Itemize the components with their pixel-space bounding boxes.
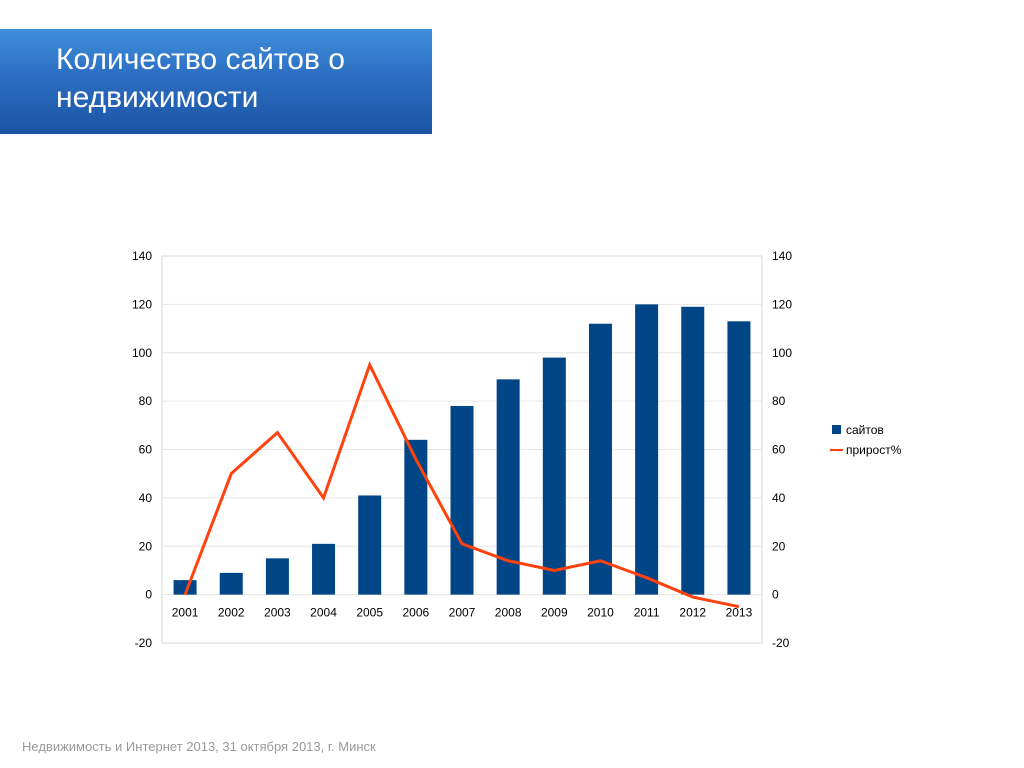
y2-tick-label: 120 [772, 297, 792, 311]
bar-series [173, 304, 751, 595]
bar [727, 321, 751, 595]
x-tick-label: 2008 [495, 606, 522, 620]
bar [588, 323, 612, 595]
legend: сайтов прирост% [830, 423, 902, 457]
legend-label-line: прирост% [846, 443, 902, 457]
x-tick-label: 2001 [172, 606, 199, 620]
x-tick-label: 2004 [310, 606, 337, 620]
title-banner: Количество сайтов о недвижимости [0, 29, 432, 134]
plot-area-frame [161, 255, 763, 644]
bar [450, 405, 474, 595]
x-tick-label: 2005 [356, 606, 383, 620]
y2-tick-label: 80 [772, 394, 786, 408]
y2-tick-label: 0 [772, 588, 779, 602]
x-tick-label: 2013 [726, 606, 753, 620]
y2-tick-label: 140 [772, 249, 792, 263]
y-tick-label: 120 [132, 297, 152, 311]
bar [542, 357, 566, 595]
x-tick-label: 2012 [679, 606, 706, 620]
y2-tick-label: 40 [772, 491, 786, 505]
y-axis-ticks: -20 0 20 40 60 80 100 120 140 [132, 249, 152, 650]
bar [404, 439, 428, 595]
line-series [183, 360, 740, 609]
y2-tick-label: 100 [772, 346, 792, 360]
x-tick-label: 2007 [449, 606, 476, 620]
y-tick-label: -20 [135, 636, 153, 650]
x-axis-ticks: 2001 2002 2003 2004 2005 2006 2007 2008 2009 2010… [172, 606, 753, 620]
y2-tick-label: -20 [772, 636, 790, 650]
bar [312, 543, 336, 595]
legend-swatch-bars [832, 425, 841, 434]
x-tick-label: 2009 [541, 606, 568, 620]
y-tick-label: 60 [139, 443, 153, 457]
y-tick-label: 80 [139, 394, 153, 408]
secondary-y-axis-ticks: -20 0 20 40 60 80 100 120 140 [772, 249, 792, 650]
y-tick-label: 100 [132, 346, 152, 360]
bar [358, 495, 382, 595]
x-tick-label: 2010 [587, 606, 614, 620]
bar [635, 304, 659, 595]
y-tick-label: 140 [132, 249, 152, 263]
bar [496, 379, 520, 595]
bar [265, 558, 289, 595]
y2-tick-label: 20 [772, 539, 786, 553]
legend-label-bars: сайтов [846, 423, 884, 437]
y-tick-label: 20 [139, 539, 153, 553]
y-tick-label: 0 [145, 588, 152, 602]
bar [219, 572, 243, 595]
bar [681, 306, 705, 595]
x-tick-label: 2011 [634, 606, 660, 620]
slide-footer: Недвижимость и Интернет 2013, 31 октября… [22, 739, 376, 754]
y2-tick-label: 60 [772, 443, 786, 457]
slide-title: Количество сайтов о недвижимости [56, 43, 345, 114]
x-tick-label: 2003 [264, 606, 291, 620]
x-tick-label: 2006 [402, 606, 429, 620]
y-tick-label: 40 [139, 491, 153, 505]
x-tick-label: 2002 [218, 606, 245, 620]
